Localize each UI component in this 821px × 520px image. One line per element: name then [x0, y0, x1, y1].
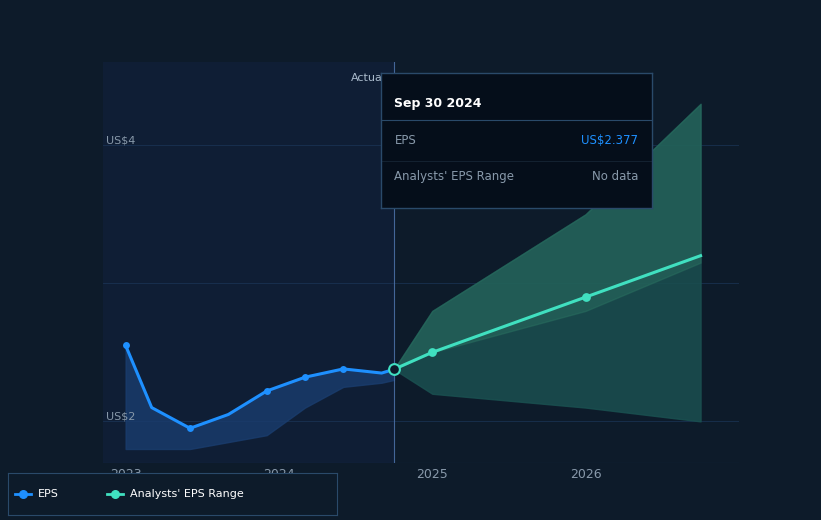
Point [16, 490, 30, 498]
Text: EPS: EPS [395, 134, 416, 147]
Text: US$4: US$4 [106, 135, 135, 145]
Point [337, 365, 350, 373]
Text: EPS: EPS [38, 489, 58, 499]
Text: Analysts' EPS Range: Analysts' EPS Range [130, 489, 244, 499]
Bar [103, 62, 394, 463]
Point [579, 293, 592, 301]
Text: US$2: US$2 [106, 411, 135, 421]
Point [260, 387, 273, 395]
Point [108, 490, 122, 498]
Text: Analysts' EPS Range: Analysts' EPS Range [395, 170, 515, 183]
Text: Actual: Actual [351, 73, 386, 83]
Text: No data: No data [592, 170, 639, 183]
Point [388, 365, 401, 373]
Text: US$2.377: US$2.377 [581, 134, 639, 147]
Text: Sep 30 2024: Sep 30 2024 [395, 97, 482, 110]
Point [426, 348, 439, 357]
Point [183, 424, 196, 433]
Point [119, 341, 132, 349]
Text: Analysts Forecasts: Analysts Forecasts [401, 73, 505, 83]
Point [299, 373, 312, 381]
